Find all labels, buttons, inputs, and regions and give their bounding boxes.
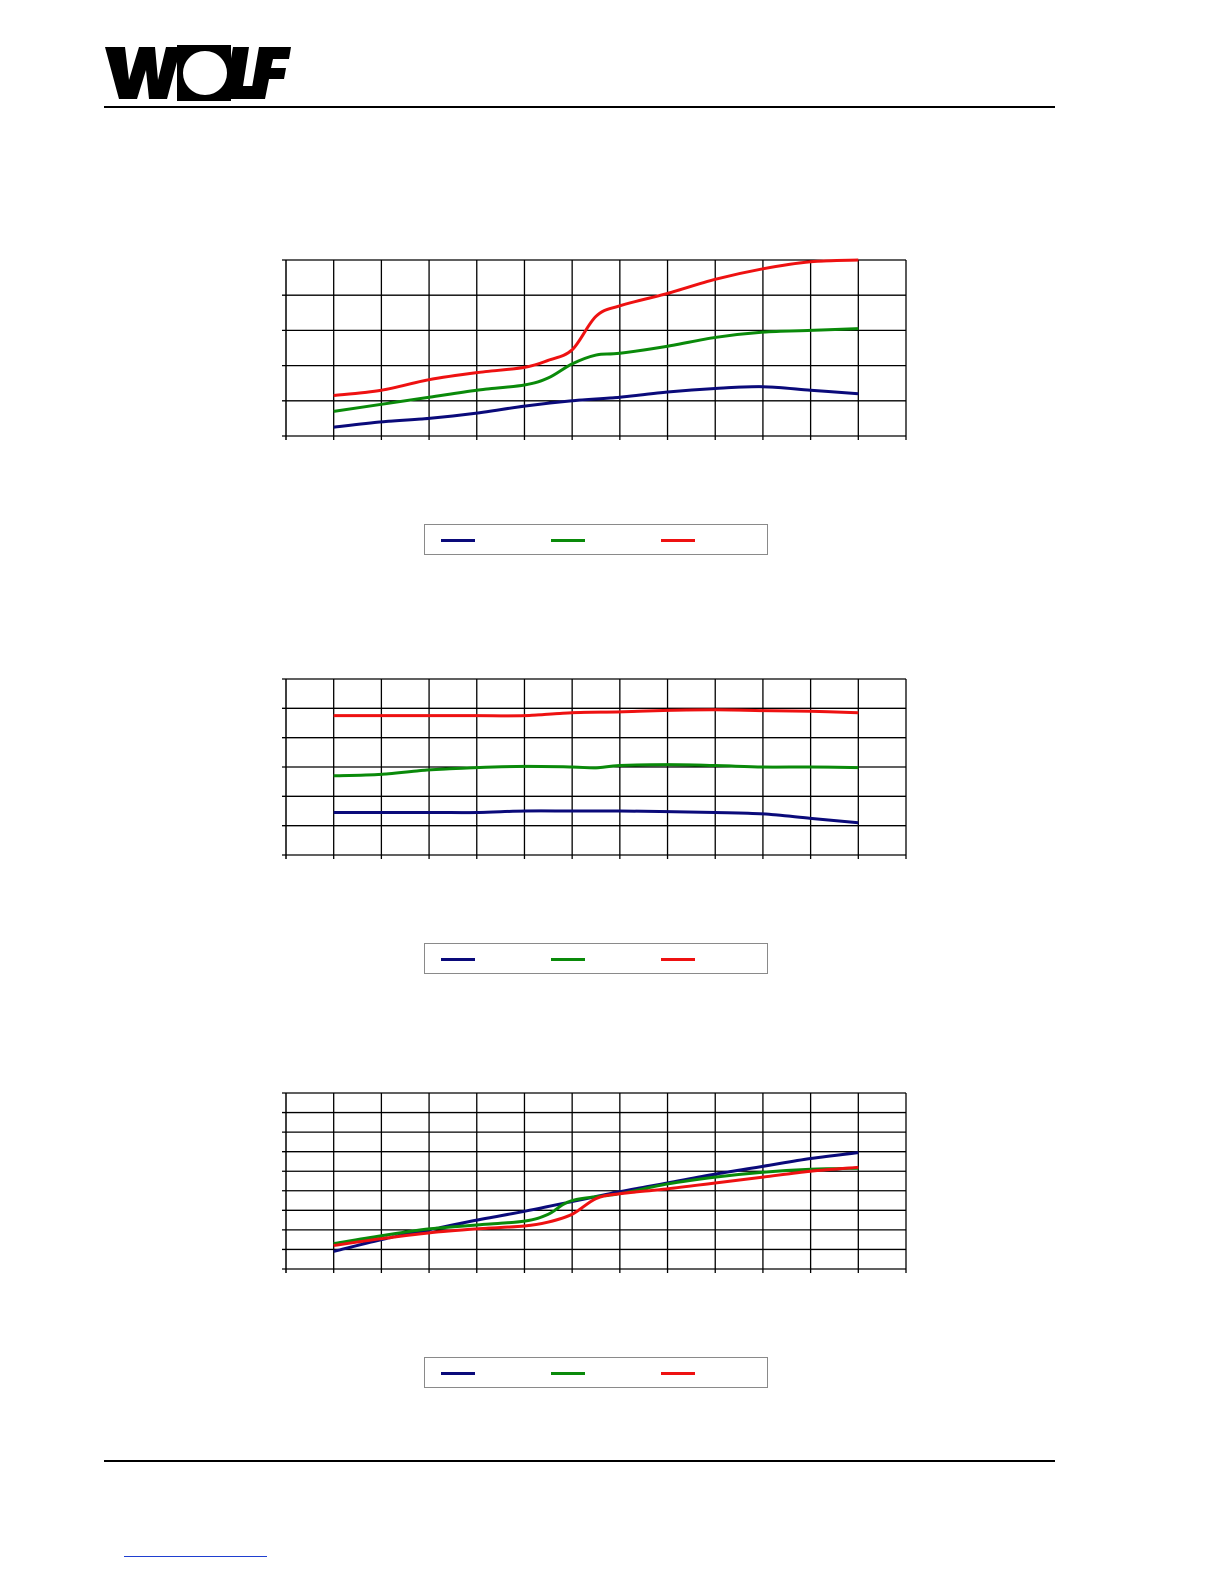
logo-letter-l — [224, 47, 261, 99]
logo-letter-o-hole — [183, 51, 227, 95]
footer-link-underline[interactable] — [124, 1556, 267, 1557]
chart-1 — [282, 258, 907, 440]
logo-letter-w — [105, 47, 181, 99]
series-1-line — [333, 385, 859, 429]
series-3-line — [333, 258, 859, 398]
legend-swatch-series-2 — [551, 1372, 585, 1375]
chart-2-legend — [424, 943, 768, 974]
header-rule — [104, 106, 1055, 108]
chart-3 — [282, 1092, 907, 1273]
legend-swatch-series-1 — [441, 539, 475, 542]
wolf-logo — [105, 45, 291, 101]
series-2-line — [333, 763, 859, 778]
footer-rule — [104, 1460, 1055, 1462]
chart-1-legend — [424, 524, 768, 555]
series-1-line — [333, 809, 859, 825]
legend-swatch-series-3 — [661, 1372, 695, 1375]
legend-swatch-series-3 — [661, 539, 695, 542]
series-3-line — [333, 1165, 859, 1248]
chart-2 — [282, 678, 907, 859]
legend-swatch-series-1 — [441, 958, 475, 961]
legend-swatch-series-1 — [441, 1372, 475, 1375]
chart-3-legend — [424, 1357, 768, 1388]
series-2-line — [333, 327, 859, 413]
legend-swatch-series-2 — [551, 539, 585, 542]
logo-letter-f — [250, 47, 291, 99]
series-2-line — [333, 1166, 859, 1246]
series-1-line — [333, 1151, 859, 1253]
legend-swatch-series-2 — [551, 958, 585, 961]
series-3-line — [333, 708, 859, 718]
legend-swatch-series-3 — [661, 958, 695, 961]
